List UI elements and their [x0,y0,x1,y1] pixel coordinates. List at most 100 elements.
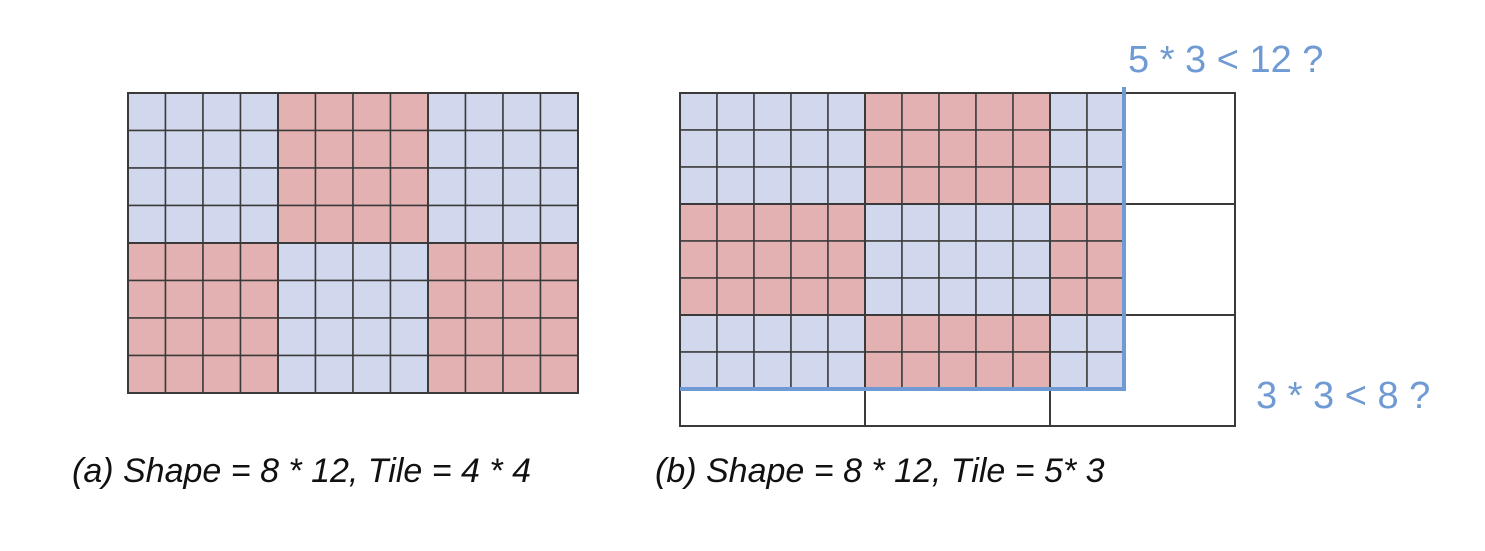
grid-cell [277,204,317,244]
grid-cell [202,167,242,207]
grid-cell [716,240,755,279]
grid-cell [679,314,718,353]
shape-boundary-line [680,87,1126,391]
grid-cell [464,279,504,319]
grid-cell [1012,351,1051,390]
grid-cell [753,240,792,279]
grid-cell [1086,240,1125,279]
grid-cell [679,351,718,390]
grid-cell [1012,92,1051,131]
grid-cell [539,317,579,357]
panel-a-grid [127,92,579,394]
grid-cell [202,242,242,282]
grid-cell [901,314,940,353]
grid-cell [1049,92,1088,131]
grid-cell [502,129,542,169]
grid-cell [1086,129,1125,168]
grid-cell [464,92,504,132]
grid-cell [901,92,940,131]
grid-cell [464,204,504,244]
grid-cell [239,204,279,244]
grid-cell [938,129,977,168]
grid-cell [716,203,755,242]
grid-cell [127,317,167,357]
grid-cell [716,129,755,168]
grid-cell [352,129,392,169]
grid-cell [202,354,242,394]
grid-cell [389,167,429,207]
grid-cell [314,167,354,207]
grid-cell [1012,240,1051,279]
grid-cell [539,92,579,132]
grid-cell [202,204,242,244]
grid-cell [352,317,392,357]
grid-cell [753,129,792,168]
grid-cell [827,351,866,390]
grid-cell [164,279,204,319]
grid-cell [464,317,504,357]
grid-cell [277,92,317,132]
grid-cell [277,354,317,394]
grid-cell [502,167,542,207]
grid-cell [1049,314,1088,353]
grid-cell [164,129,204,169]
grid-cell [1049,277,1088,316]
grid-cell [679,203,718,242]
grid-cell [679,92,718,131]
grid-cell [127,354,167,394]
grid-cell [352,354,392,394]
grid-cell [1012,314,1051,353]
grid-cell [427,129,467,169]
grid-cell [827,314,866,353]
grid-cell [753,166,792,205]
grid-cell [975,203,1014,242]
grid-cell [389,242,429,282]
grid-border [127,92,579,394]
grid-cell [277,279,317,319]
grid-cell [202,129,242,169]
grid-cell [827,166,866,205]
grid-cell [753,92,792,131]
grid-cell [389,129,429,169]
grid-cell [864,277,903,316]
grid-cell [1086,203,1125,242]
grid-cell [716,166,755,205]
grid-cell [464,167,504,207]
grid-cell [239,242,279,282]
grid-cell [164,354,204,394]
grid-cell [277,129,317,169]
grid-cell [314,279,354,319]
grid-cell [975,351,1014,390]
grid-cell [1012,166,1051,205]
grid-cell [539,354,579,394]
grid-cell [314,242,354,282]
grid-cell [389,204,429,244]
grid-cell [427,204,467,244]
grid-cell [1086,314,1125,353]
grid-cell [827,129,866,168]
grid-cell [352,167,392,207]
grid-cell [975,240,1014,279]
grid-cell [352,92,392,132]
grid-cell [827,277,866,316]
grid-cell [938,92,977,131]
grid-cell [314,204,354,244]
grid-cell [314,129,354,169]
grid-cell [277,242,317,282]
grid-cell [975,166,1014,205]
grid-cell [901,203,940,242]
grid-cell [864,240,903,279]
grid-cell [1086,92,1125,131]
grid-cell [239,129,279,169]
grid-cell [127,204,167,244]
grid-cell [127,129,167,169]
grid-cell [938,277,977,316]
panel-b-grid [679,87,1236,427]
grid-cell [427,354,467,394]
grid-cell [975,277,1014,316]
grid-cell [389,279,429,319]
grid-cell [239,354,279,394]
grid-cell [901,277,940,316]
grid-cell [790,277,829,316]
grid-cell [1012,277,1051,316]
